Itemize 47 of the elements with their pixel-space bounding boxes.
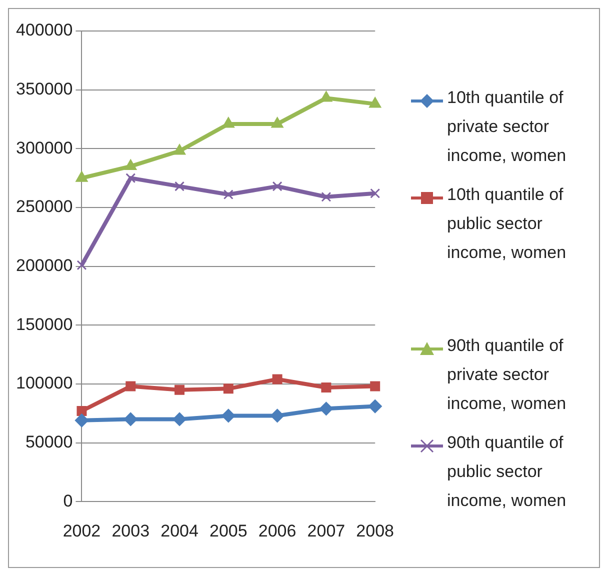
point <box>270 408 284 422</box>
point <box>126 381 136 392</box>
legend-label: 90th quantile of private sector income, women <box>447 335 568 415</box>
legend-label: 10th quantile of public sector income, women <box>447 184 568 264</box>
point <box>319 402 333 416</box>
point <box>76 171 88 182</box>
legend-label: 10th quantile of private sector income, women <box>447 87 568 167</box>
point <box>172 412 186 426</box>
point <box>223 384 234 394</box>
y-tick-label: 400000 <box>16 20 73 40</box>
x-tick-label: 2008 <box>356 521 394 540</box>
point <box>369 97 382 108</box>
point <box>222 408 236 422</box>
x-tick-label: 2005 <box>209 521 248 540</box>
point <box>272 181 282 192</box>
point <box>368 400 382 414</box>
point <box>370 381 380 392</box>
point <box>370 188 380 198</box>
point <box>174 144 186 155</box>
point <box>272 374 282 384</box>
point <box>126 173 136 184</box>
x-tick-label: 2006 <box>258 521 296 540</box>
y-tick-label: 200000 <box>16 256 73 275</box>
point <box>321 192 332 202</box>
y-tick-label: 50000 <box>25 432 73 452</box>
y-tick-label: 100000 <box>16 374 73 393</box>
y-tick-label: 350000 <box>16 80 73 99</box>
point <box>271 117 284 128</box>
point <box>76 406 87 416</box>
x-tick-label: 2002 <box>62 521 101 540</box>
point <box>222 117 234 128</box>
point <box>174 181 185 192</box>
point <box>320 91 332 102</box>
point <box>74 414 88 428</box>
point <box>174 384 185 395</box>
point <box>223 190 234 200</box>
point <box>124 412 138 426</box>
y-tick-label: 300000 <box>16 138 73 158</box>
y-tick-label: 250000 <box>16 197 73 216</box>
y-tick-label: 0 <box>63 491 73 510</box>
x-tick-label: 2004 <box>160 521 198 540</box>
point <box>124 160 137 170</box>
point <box>321 382 332 392</box>
y-tick-label: 150000 <box>16 314 73 334</box>
x-tick-label: 2003 <box>112 521 150 540</box>
legend-label: 90th quantile of public sector income, women <box>447 432 568 512</box>
x-tick-label: 2007 <box>307 521 346 540</box>
